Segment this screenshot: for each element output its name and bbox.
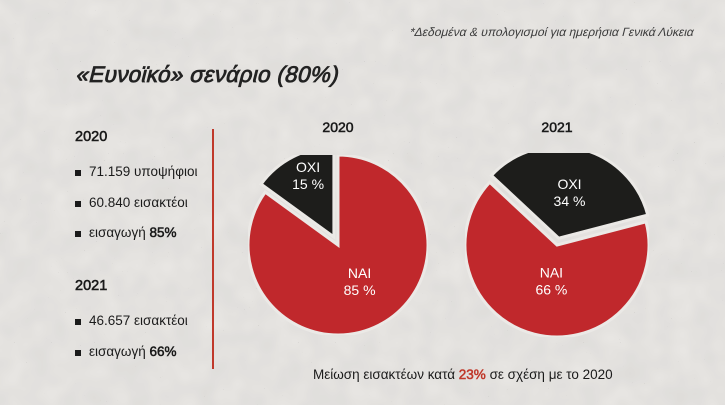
- svg-text:NAI66 %: NAI 66 %: [535, 265, 567, 298]
- svg-text:OXI34 %: OXI 34 %: [554, 176, 586, 209]
- svg-text:OXI15 %: OXI 15 %: [292, 159, 324, 192]
- svg-text:NAI85 %: NAI 85 %: [344, 265, 376, 298]
